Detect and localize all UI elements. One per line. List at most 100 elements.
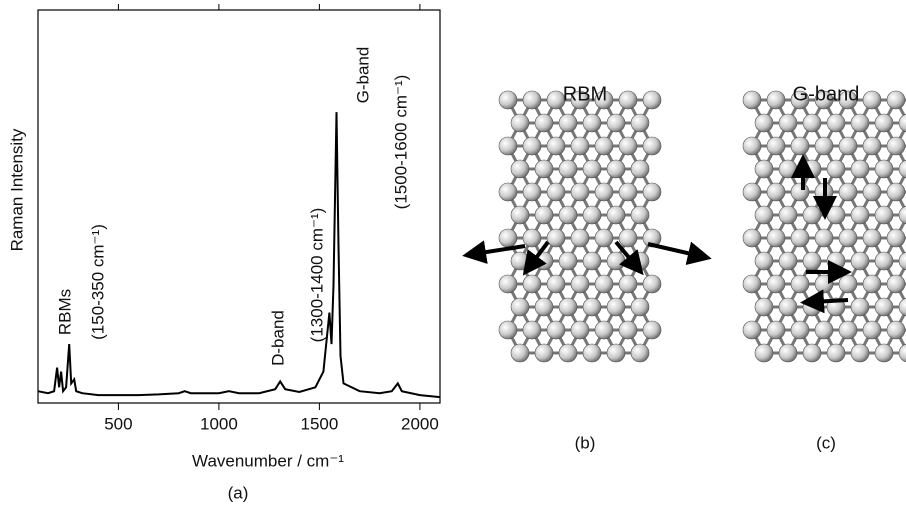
atom xyxy=(606,113,626,133)
atom xyxy=(510,113,530,133)
atom xyxy=(618,320,638,340)
plot-frame xyxy=(37,9,441,404)
diagram-title: G-band xyxy=(793,83,860,105)
atom xyxy=(814,274,834,294)
atom xyxy=(510,297,530,317)
atom xyxy=(498,90,518,110)
atom xyxy=(862,320,882,340)
atom xyxy=(558,159,578,179)
atom xyxy=(850,159,870,179)
atom xyxy=(862,182,882,202)
atom xyxy=(618,182,638,202)
atom xyxy=(498,274,518,294)
atom xyxy=(826,343,846,363)
atom xyxy=(618,274,638,294)
atom xyxy=(874,113,894,133)
atom xyxy=(630,297,650,317)
atom xyxy=(766,320,786,340)
atom xyxy=(642,182,662,202)
atom xyxy=(802,159,822,179)
atom xyxy=(874,205,894,225)
atom xyxy=(522,274,542,294)
atom xyxy=(766,182,786,202)
atom xyxy=(534,159,554,179)
atom xyxy=(498,228,518,248)
atom xyxy=(898,251,906,271)
atom xyxy=(898,113,906,133)
atom xyxy=(814,320,834,340)
atom xyxy=(606,343,626,363)
atom xyxy=(838,136,858,156)
atom xyxy=(558,343,578,363)
atom xyxy=(570,182,590,202)
atom xyxy=(742,228,762,248)
atom xyxy=(886,136,906,156)
annotation: (150-350 cm⁻¹) xyxy=(88,224,107,340)
atom xyxy=(510,205,530,225)
atom xyxy=(546,136,566,156)
atom xyxy=(790,320,810,340)
atom xyxy=(790,90,810,110)
atom xyxy=(742,136,762,156)
atom xyxy=(898,205,906,225)
atom xyxy=(778,205,798,225)
annotation: (1500-1600 cm⁻¹) xyxy=(391,75,410,210)
atom xyxy=(522,228,542,248)
atom xyxy=(642,90,662,110)
y-axis-label: Raman Intensity xyxy=(7,128,26,251)
atom xyxy=(850,205,870,225)
atom xyxy=(862,228,882,248)
atom xyxy=(570,274,590,294)
atom xyxy=(582,343,602,363)
atom xyxy=(510,251,530,271)
atom xyxy=(826,113,846,133)
atom xyxy=(582,159,602,179)
atom xyxy=(850,343,870,363)
atom xyxy=(522,136,542,156)
atom xyxy=(534,113,554,133)
atom xyxy=(850,113,870,133)
atom xyxy=(534,205,554,225)
atom xyxy=(886,274,906,294)
x-tick-label: 1000 xyxy=(200,414,238,433)
atom xyxy=(594,320,614,340)
atom xyxy=(630,113,650,133)
atom xyxy=(546,182,566,202)
x-tick-label: 500 xyxy=(104,414,132,433)
atom xyxy=(498,136,518,156)
atom xyxy=(838,90,858,110)
atom xyxy=(606,297,626,317)
atom xyxy=(862,274,882,294)
atom xyxy=(814,136,834,156)
atom xyxy=(862,136,882,156)
atom xyxy=(802,343,822,363)
atom xyxy=(582,297,602,317)
atom xyxy=(814,90,834,110)
atom xyxy=(630,205,650,225)
atom xyxy=(874,159,894,179)
atom xyxy=(766,228,786,248)
atom xyxy=(558,113,578,133)
vibration-arrow xyxy=(614,240,644,276)
atom xyxy=(826,205,846,225)
atom xyxy=(790,274,810,294)
atom xyxy=(606,251,626,271)
atom xyxy=(742,320,762,340)
atom xyxy=(886,182,906,202)
atom xyxy=(510,159,530,179)
atom xyxy=(618,228,638,248)
atom xyxy=(862,90,882,110)
atom xyxy=(790,228,810,248)
atom xyxy=(522,182,542,202)
atom xyxy=(546,90,566,110)
atom xyxy=(742,90,762,110)
atom xyxy=(802,251,822,271)
spectrum-line xyxy=(37,112,441,399)
atom xyxy=(534,297,554,317)
atom xyxy=(886,228,906,248)
annotation: D-band xyxy=(268,310,287,366)
atom xyxy=(582,205,602,225)
vibration-arrow xyxy=(647,241,712,265)
atom xyxy=(778,343,798,363)
atom xyxy=(766,136,786,156)
